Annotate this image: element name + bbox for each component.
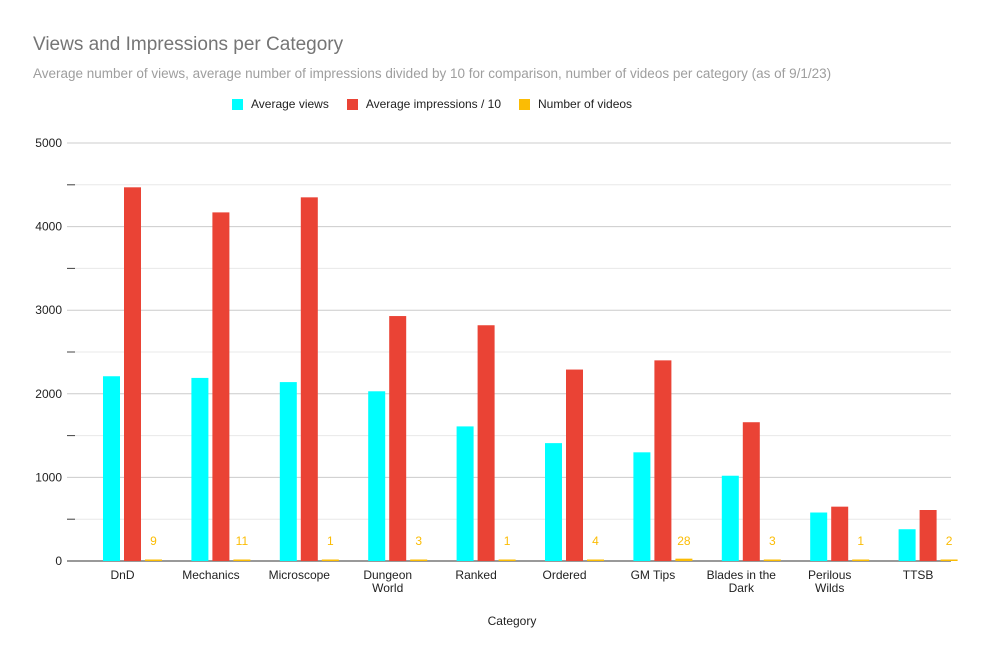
x-tick-label: Dark <box>729 581 755 595</box>
data-label-number-of-videos: 1 <box>327 534 334 548</box>
bar-average-impressions <box>654 360 672 561</box>
chart-subtitle: Average number of views, average number … <box>33 66 832 81</box>
legend-swatch-average-impressions <box>346 98 358 110</box>
bar-average-views <box>368 391 386 561</box>
bar-number-of-videos <box>587 559 604 561</box>
bar-average-impressions <box>300 197 318 561</box>
bar-average-impressions <box>477 325 495 561</box>
legend-item-average-impressions: Average impressions / 10 <box>346 97 502 111</box>
bar-number-of-videos <box>233 559 251 561</box>
y-tick-label: 5000 <box>35 136 62 150</box>
x-tick-label: Ranked <box>455 568 496 582</box>
legend-label-average-views: Average views <box>251 97 329 111</box>
x-tick-label: GM Tips <box>631 568 676 582</box>
bar-number-of-videos <box>498 559 516 561</box>
bar-number-of-videos <box>763 559 781 561</box>
data-label-number-of-videos: 3 <box>769 534 776 548</box>
x-tick-label: Blades in the <box>707 568 777 582</box>
bar-average-impressions <box>566 369 583 561</box>
bar-average-views <box>633 452 651 561</box>
data-label-number-of-videos: 1 <box>504 534 511 548</box>
data-label-number-of-videos: 2 <box>946 534 953 548</box>
y-tick-label: 1000 <box>35 470 62 484</box>
legend-item-number-of-videos: Number of videos <box>519 97 632 111</box>
bar-number-of-videos <box>675 558 693 561</box>
bar-average-impressions <box>919 510 937 561</box>
x-tick-label: TTSB <box>903 568 934 582</box>
bar-average-impressions <box>389 316 407 561</box>
data-label-number-of-videos: 11 <box>236 534 249 548</box>
x-tick-label: Microscope <box>269 568 331 582</box>
bar-average-views <box>721 475 739 561</box>
bar-average-views <box>191 377 209 561</box>
x-tick-label: Dungeon <box>363 568 412 582</box>
chart-title: Views and Impressions per Category <box>33 34 344 55</box>
legend-item-average-views: Average views <box>232 97 329 111</box>
legend: Average views Average impressions / 10 N… <box>232 97 650 111</box>
bar-average-impressions <box>742 422 760 561</box>
bar-average-views <box>898 529 916 561</box>
data-label-number-of-videos: 1 <box>857 534 864 548</box>
x-tick-label: Mechanics <box>182 568 239 582</box>
x-tick-label: Perilous <box>808 568 851 582</box>
data-label-number-of-videos: 4 <box>592 534 599 548</box>
legend-swatch-average-views <box>232 98 243 110</box>
x-tick-label: World <box>372 581 403 595</box>
bar-average-impressions <box>831 506 849 561</box>
bar-number-of-videos <box>940 559 958 561</box>
bar-average-views <box>456 426 474 561</box>
x-tick-label: Wilds <box>815 581 844 595</box>
bar-number-of-videos <box>321 559 339 561</box>
bar-number-of-videos <box>410 559 428 561</box>
bar-average-views <box>103 376 120 561</box>
x-tick-label: DnD <box>110 568 134 582</box>
y-tick-label: 4000 <box>35 220 62 234</box>
data-label-number-of-videos: 3 <box>415 534 422 548</box>
legend-swatch-number-of-videos <box>519 98 531 110</box>
legend-label-number-of-videos: Number of videos <box>538 97 633 111</box>
bar-average-views <box>279 382 297 561</box>
y-tick-label: 2000 <box>35 387 62 401</box>
x-axis-title: Category <box>488 614 537 628</box>
y-tick-label: 0 <box>55 554 62 568</box>
x-tick-label: Ordered <box>542 568 586 582</box>
data-label-number-of-videos: 9 <box>150 534 157 548</box>
bar-number-of-videos <box>145 559 162 561</box>
bar-average-views <box>545 443 562 561</box>
bar-average-views <box>810 512 828 561</box>
bar-average-impressions <box>212 212 230 561</box>
y-tick-label: 3000 <box>35 303 62 317</box>
bar-number-of-videos <box>852 559 870 561</box>
data-label-number-of-videos: 28 <box>677 534 691 548</box>
legend-label-average-impressions: Average impressions / 10 <box>365 97 502 111</box>
bar-average-impressions <box>124 187 141 562</box>
